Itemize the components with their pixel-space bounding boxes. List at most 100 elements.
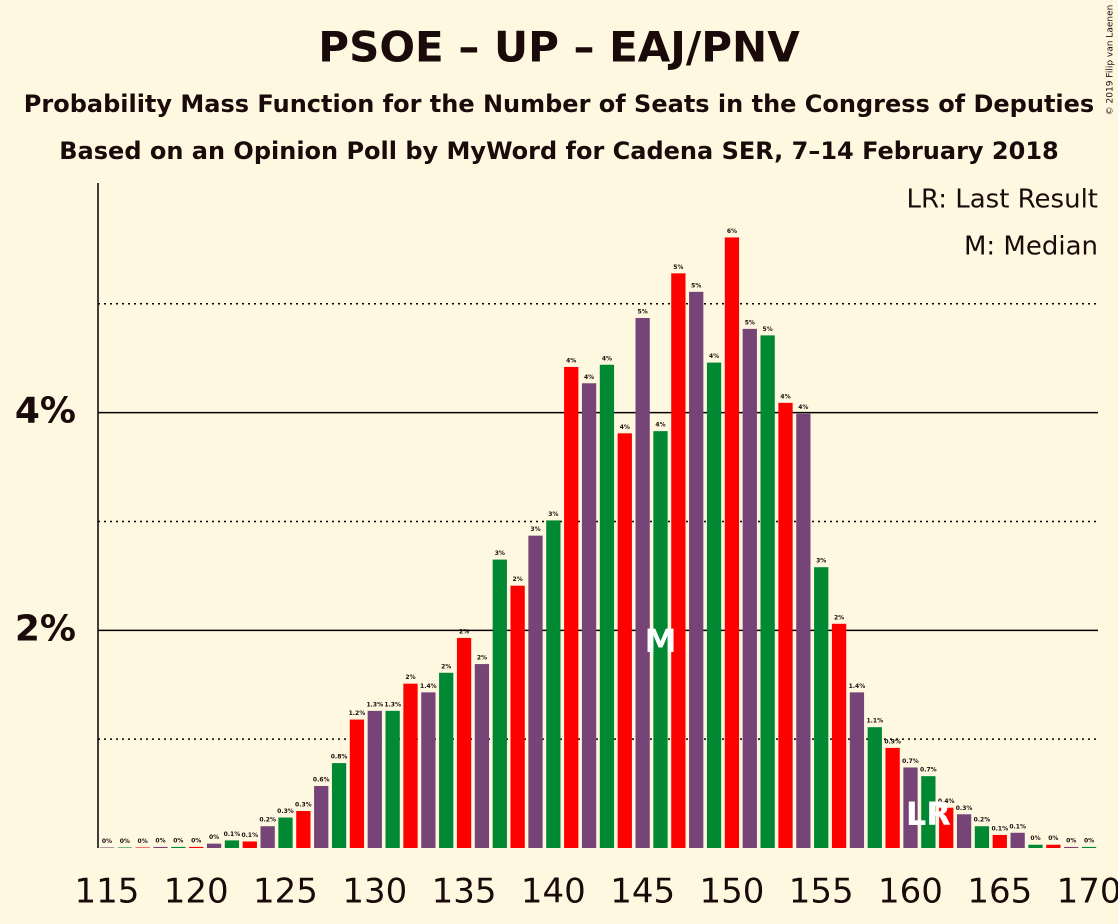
bar xyxy=(242,841,257,848)
bar xyxy=(439,672,454,848)
bar xyxy=(617,433,632,848)
bar xyxy=(903,767,918,848)
bar xyxy=(796,413,811,848)
bar xyxy=(403,683,418,848)
value-label: 0.8% xyxy=(331,754,348,761)
value-label: 4% xyxy=(602,355,612,362)
legend-entry: M: Median xyxy=(964,232,1098,262)
annotation: M xyxy=(645,622,677,660)
bar xyxy=(99,847,115,848)
bar xyxy=(260,826,275,848)
x-tick-label: 125 xyxy=(253,872,318,912)
bar xyxy=(367,710,382,848)
value-label: 0.1% xyxy=(1009,823,1026,830)
bar xyxy=(206,843,222,848)
bar xyxy=(1028,844,1043,848)
value-label: 0.9% xyxy=(884,738,901,745)
bar xyxy=(456,637,472,848)
x-tick-label: 150 xyxy=(699,872,764,912)
bar xyxy=(510,585,525,848)
bar xyxy=(653,431,668,848)
chart-title: PSOE – UP – EAJ/PNV xyxy=(318,23,800,72)
bar xyxy=(385,710,400,848)
value-label: 2% xyxy=(513,576,523,583)
x-tick-label: 115 xyxy=(74,872,139,912)
value-label: 1.2% xyxy=(349,710,366,717)
value-label: 1.4% xyxy=(420,683,437,690)
bar xyxy=(974,826,990,848)
bar xyxy=(278,817,293,848)
value-label: 0.7% xyxy=(920,767,937,774)
value-label: 2% xyxy=(441,663,451,670)
value-label: 0% xyxy=(1030,835,1040,842)
x-tick-label: 160 xyxy=(878,872,943,912)
bar xyxy=(581,383,597,848)
x-tick-label: 140 xyxy=(521,872,586,912)
bar xyxy=(849,692,865,848)
value-label: 0% xyxy=(102,838,112,845)
x-tick-label: 145 xyxy=(610,872,675,912)
x-tick-label: 135 xyxy=(432,872,497,912)
bar xyxy=(778,402,793,848)
credit: © 2019 Filip van Laenen xyxy=(1106,5,1116,116)
bar xyxy=(671,273,686,848)
value-label: 0% xyxy=(209,834,219,841)
value-label: 3% xyxy=(530,526,540,533)
bar xyxy=(635,317,650,848)
value-label: 0.3% xyxy=(277,808,294,815)
bar xyxy=(189,846,204,848)
bar xyxy=(421,692,436,848)
value-label: 6% xyxy=(727,228,737,235)
bar xyxy=(956,814,972,848)
bar xyxy=(492,559,507,848)
bar xyxy=(474,664,490,848)
bar xyxy=(831,623,847,848)
bar xyxy=(135,847,150,848)
bar xyxy=(546,520,561,848)
bar xyxy=(171,846,186,848)
value-label: 3% xyxy=(816,558,826,565)
value-label: 2% xyxy=(459,628,469,635)
value-label: 4% xyxy=(655,422,665,429)
value-label: 0.2% xyxy=(259,817,276,824)
bar xyxy=(814,567,829,848)
value-label: 1.3% xyxy=(366,701,383,708)
value-label: 5% xyxy=(691,282,701,289)
legend-entry: LR: Last Result xyxy=(906,185,1098,215)
value-label: 5% xyxy=(745,319,755,326)
value-label: 0.1% xyxy=(224,831,241,838)
value-label: 0.3% xyxy=(956,805,973,812)
bar xyxy=(992,834,1007,848)
value-label: 0% xyxy=(1084,837,1094,844)
value-label: 0% xyxy=(1066,837,1076,844)
value-label: 0.6% xyxy=(313,776,330,783)
value-label: 0.4% xyxy=(938,798,955,805)
value-label: 1.3% xyxy=(384,701,401,708)
value-label: 0% xyxy=(138,838,148,845)
bar xyxy=(867,727,882,848)
value-label: 0% xyxy=(1048,835,1058,842)
bar xyxy=(528,535,543,848)
bar xyxy=(599,364,615,848)
value-label: 4% xyxy=(566,357,576,364)
value-label: 0.3% xyxy=(295,801,312,808)
bar xyxy=(296,810,311,848)
value-label: 4% xyxy=(709,353,719,360)
bar xyxy=(1064,846,1079,848)
bar xyxy=(921,776,936,848)
value-label: 0% xyxy=(120,838,130,845)
x-tick-label: 155 xyxy=(789,872,854,912)
x-tick-label: 120 xyxy=(164,872,229,912)
value-label: 0% xyxy=(155,837,165,844)
value-label: 5% xyxy=(763,326,773,333)
value-label: 4% xyxy=(584,374,594,381)
value-label: 4% xyxy=(780,393,790,400)
annotation: LR xyxy=(906,795,951,833)
bar xyxy=(1081,846,1097,848)
bar xyxy=(117,847,132,848)
value-label: 2% xyxy=(477,655,487,662)
bar xyxy=(224,840,240,848)
bar xyxy=(760,335,775,848)
bar xyxy=(706,362,722,848)
chart-subtitle: Based on an Opinion Poll by MyWord for C… xyxy=(59,137,1058,165)
